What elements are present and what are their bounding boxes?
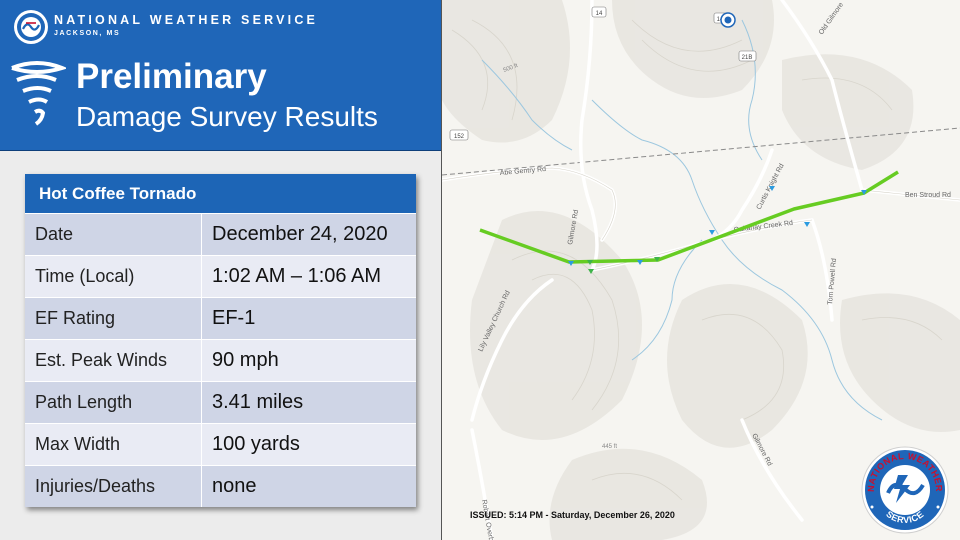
table-row: Date December 24, 2020	[25, 213, 416, 255]
tornado-icon	[11, 61, 66, 126]
title-preliminary: Preliminary	[76, 57, 267, 96]
row-value: 100 yards	[202, 424, 416, 465]
damage-point-marker[interactable]	[588, 269, 594, 274]
damage-path-map[interactable]: Abe Gentry Rd Gilmore Rd Curtis Knight R…	[442, 0, 960, 540]
row-label: Date	[25, 214, 202, 255]
table-title: Hot Coffee Tornado	[25, 174, 416, 213]
seal-bottom-text: SERVICE	[884, 509, 925, 525]
route-shield-152: 152	[449, 129, 469, 141]
row-label: Max Width	[25, 424, 202, 465]
damage-point-marker[interactable]	[654, 257, 660, 262]
row-label: Injuries/Deaths	[25, 466, 202, 507]
damage-point-marker[interactable]	[587, 260, 593, 265]
nws-logo	[14, 10, 48, 44]
damage-point-marker[interactable]	[568, 261, 574, 266]
damage-point-marker[interactable]	[769, 186, 775, 191]
table-row: Injuries/Deaths none	[25, 465, 416, 507]
elevation-label: 500 ft	[503, 63, 519, 74]
table-row: Path Length 3.41 miles	[25, 381, 416, 423]
svg-text:SERVICE: SERVICE	[884, 509, 926, 525]
damage-point-marker[interactable]	[637, 260, 643, 265]
tornado-track[interactable]	[479, 170, 899, 264]
title-damage-survey: Damage Survey Results	[76, 101, 378, 132]
agency-name: NATIONAL WEATHER SERVICE	[54, 13, 319, 27]
nws-seal: NATIONAL WEATHER SERVICE	[861, 446, 949, 534]
table-row: EF Rating EF-1	[25, 297, 416, 339]
tornado-info-table: Hot Coffee Tornado Date December 24, 202…	[25, 174, 416, 507]
streams	[481, 19, 883, 421]
header-banner: NATIONAL WEATHER SERVICE JACKSON, MS Pre…	[0, 0, 441, 151]
row-value: 90 mph	[202, 340, 416, 381]
route-shield-21b: 21B	[738, 50, 757, 62]
road-label-tom-powell: Tom Powell Rd	[827, 258, 838, 305]
route-shield-14: 14	[591, 6, 607, 18]
county-line	[442, 127, 960, 176]
row-label: Time (Local)	[25, 256, 202, 297]
svg-text:14: 14	[596, 11, 603, 17]
table-row: Est. Peak Winds 90 mph	[25, 339, 416, 381]
issued-timestamp: ISSUED: 5:14 PM - Saturday, December 26,…	[470, 510, 675, 520]
map-logo	[720, 12, 736, 28]
elevation-label: 445 ft	[602, 444, 617, 450]
row-value: 3.41 miles	[202, 382, 416, 423]
svg-text:21B: 21B	[742, 55, 753, 61]
terrain-contours	[451, 19, 943, 501]
damage-points	[568, 186, 867, 274]
row-label: Path Length	[25, 382, 202, 423]
row-value: December 24, 2020	[202, 214, 416, 255]
table-row: Max Width 100 yards	[25, 423, 416, 465]
damage-point-marker[interactable]	[861, 190, 867, 195]
row-label: Est. Peak Winds	[25, 340, 202, 381]
svg-text:152: 152	[454, 134, 465, 140]
road-label-ben-stroud: Ben Stroud Rd	[905, 192, 951, 199]
row-label: EF Rating	[25, 298, 202, 339]
row-value: EF-1	[202, 298, 416, 339]
info-panel: NATIONAL WEATHER SERVICE JACKSON, MS Pre…	[0, 0, 441, 540]
damage-point-marker[interactable]	[804, 222, 810, 227]
office-name: JACKSON, MS	[54, 30, 121, 37]
panel-divider	[441, 0, 442, 540]
road-label-abe-gentry: Abe Gentry Rd	[500, 166, 547, 177]
row-value: none	[202, 466, 416, 507]
row-value: 1:02 AM – 1:06 AM	[202, 256, 416, 297]
damage-point-marker[interactable]	[709, 230, 715, 235]
table-row: Time (Local) 1:02 AM – 1:06 AM	[25, 255, 416, 297]
